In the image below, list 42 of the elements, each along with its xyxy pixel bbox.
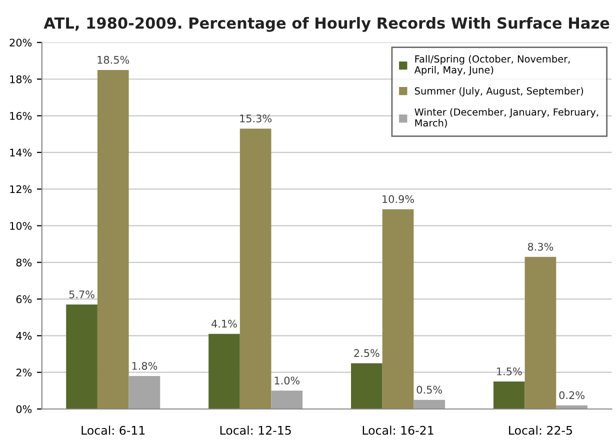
data-label: 2.5% xyxy=(354,349,380,358)
data-label: 5.7% xyxy=(69,290,94,298)
bar xyxy=(240,128,272,410)
data-label: 0.5% xyxy=(416,386,442,394)
y-tick-label: 16% xyxy=(10,112,32,120)
data-label: 1.5% xyxy=(497,367,522,376)
data-label: 1.0% xyxy=(274,376,300,384)
bar xyxy=(97,70,129,410)
bar xyxy=(351,363,382,410)
legend-label: Winter (December, January, February, March) xyxy=(414,108,598,128)
y-tick-label: 10% xyxy=(10,222,32,230)
data-label: 10.9% xyxy=(382,195,414,204)
y-tick-label: 12% xyxy=(10,185,32,194)
x-tick-label: Local: 6-11 xyxy=(82,426,145,435)
data-label: 1.8% xyxy=(132,362,158,370)
y-tick-label: 8% xyxy=(16,258,32,266)
bar xyxy=(66,304,98,410)
y-tick-label: 20% xyxy=(10,38,32,47)
bar xyxy=(271,390,303,410)
bar xyxy=(414,400,446,410)
bar xyxy=(208,334,240,410)
x-tick-label: Local: 22-5 xyxy=(509,426,572,435)
chart-title: ATL, 1980-2009. Percentage of Hourly Records With Surface Haze xyxy=(44,16,610,32)
y-tick-label: 2% xyxy=(16,368,32,376)
legend-label: Fall/Spring (October, November, April, May, June) xyxy=(414,55,570,76)
x-tick-label: Local: 12-15 xyxy=(220,426,291,435)
bar xyxy=(382,209,414,410)
y-tick-label: 4% xyxy=(16,332,32,340)
data-label: 0.2% xyxy=(559,391,584,400)
data-label: 4.1% xyxy=(212,320,237,328)
y-tick-label: 18% xyxy=(10,75,32,84)
data-label: 15.3% xyxy=(240,114,272,122)
data-label: 18.5% xyxy=(98,56,130,64)
legend-label: Summer (July, August, September) xyxy=(414,87,584,96)
y-tick-label: 14% xyxy=(10,148,32,157)
bar xyxy=(128,376,160,410)
y-tick-label: 0% xyxy=(16,405,32,414)
y-tick-label: 6% xyxy=(16,295,32,304)
bar xyxy=(524,256,556,410)
x-tick-label: Local: 16-21 xyxy=(362,426,434,435)
bar xyxy=(493,382,525,410)
data-label: 8.3% xyxy=(528,242,554,251)
